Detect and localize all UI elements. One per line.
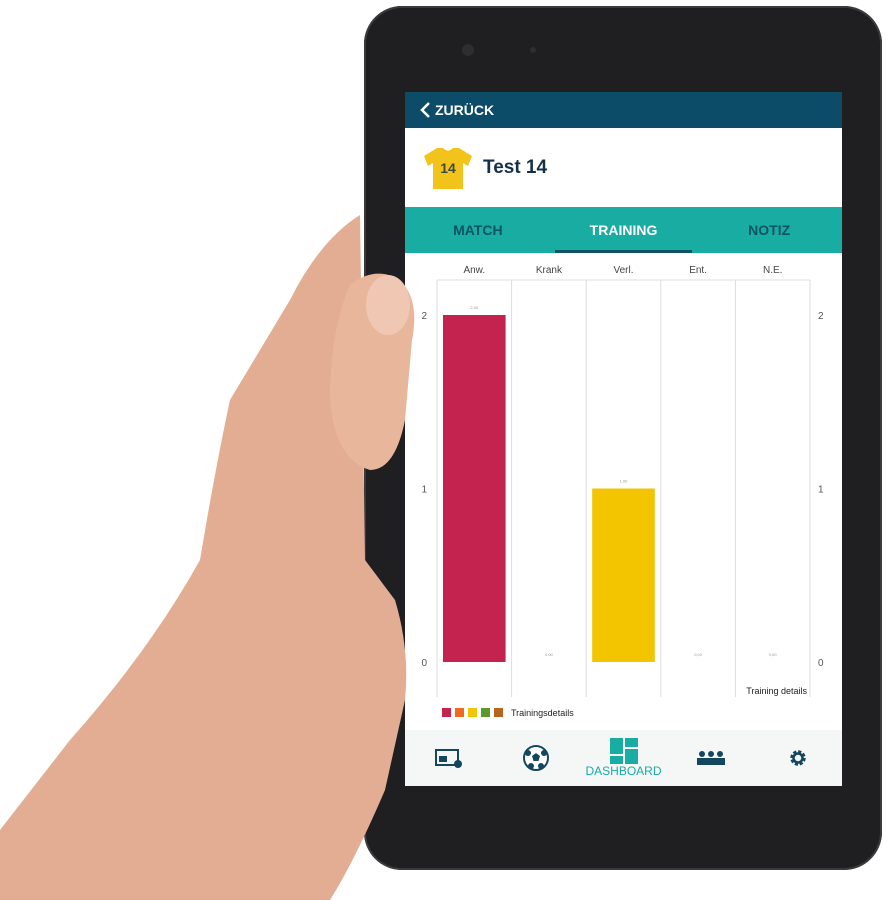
camera — [462, 44, 474, 56]
legend-swatch — [494, 708, 503, 717]
top-bar: ZURÜCK — [405, 92, 842, 128]
y-tick-right: 2 — [818, 311, 824, 322]
training-chart: Anw. 2,00 Krank 0,00 Verl. 1,00 Ent. 0,00 N.E. 0,… — [421, 265, 824, 718]
bottom-nav: DASHBOARD — [405, 730, 842, 786]
bar-Verl. — [592, 488, 655, 662]
back-button[interactable]: ZURÜCK — [419, 101, 494, 119]
category-label: Anw. — [463, 265, 485, 276]
legend-label: Trainingsdetails — [511, 708, 574, 718]
category-label: Krank — [536, 265, 563, 276]
tab-bar: MATCH TRAINING NOTIZ — [405, 207, 842, 253]
app-screen: ZURÜCK 14 Test 14 MATCH TRAINING NOTIZ A… — [405, 92, 842, 786]
nav-dashboard-label: DASHBOARD — [585, 764, 662, 778]
nav-dashboard[interactable]: DASHBOARD — [580, 730, 667, 786]
legend-swatch — [481, 708, 490, 717]
nav-settings[interactable] — [755, 730, 842, 786]
category-label: Verl. — [613, 265, 633, 276]
legend-swatch — [468, 708, 477, 717]
y-tick-right: 1 — [818, 485, 824, 496]
value-label: 2,00 — [470, 305, 479, 310]
news-icon — [434, 749, 462, 768]
value-label: 1,00 — [620, 479, 629, 484]
nav-team[interactable] — [667, 730, 754, 786]
tab-training[interactable]: TRAINING — [551, 207, 697, 253]
nav-match[interactable] — [492, 730, 579, 786]
value-label: 0,00 — [545, 652, 554, 657]
gear-icon — [790, 750, 807, 766]
y-tick-left: 2 — [421, 311, 427, 322]
back-label: ZURÜCK — [435, 102, 495, 118]
category-label: Ent. — [689, 265, 707, 276]
chevron-left-icon — [420, 102, 430, 118]
shirt-icon: 14 — [424, 148, 472, 189]
nav-news[interactable] — [405, 730, 492, 786]
dashboard-icon — [609, 738, 638, 764]
tab-notiz[interactable]: NOTIZ — [748, 222, 791, 238]
football-icon — [523, 745, 550, 771]
sensor — [530, 47, 536, 53]
description-label: Training details — [746, 686, 807, 696]
team-icon — [696, 751, 725, 765]
category-label: N.E. — [763, 265, 782, 276]
player-name: Test 14 — [483, 157, 548, 178]
tab-match[interactable]: MATCH — [453, 222, 503, 238]
shirt-number: 14 — [440, 160, 456, 176]
y-tick-right: 0 — [818, 658, 824, 669]
y-tick-left: 1 — [421, 485, 427, 496]
bar-Anw. — [443, 315, 506, 662]
value-label: 0,00 — [769, 652, 778, 657]
legend-swatch — [455, 708, 464, 717]
legend-swatch — [442, 708, 451, 717]
value-label: 0,00 — [694, 652, 703, 657]
player-header: 14 Test 14 — [405, 128, 842, 207]
y-tick-left: 0 — [421, 658, 427, 669]
